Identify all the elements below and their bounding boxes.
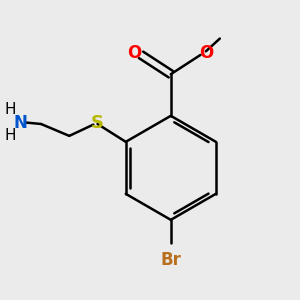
Text: O: O — [199, 44, 214, 62]
Text: S: S — [91, 114, 104, 132]
Text: H: H — [4, 102, 16, 117]
Text: Br: Br — [160, 251, 181, 269]
Text: N: N — [13, 113, 27, 131]
Text: O: O — [128, 44, 142, 62]
Text: H: H — [4, 128, 16, 143]
